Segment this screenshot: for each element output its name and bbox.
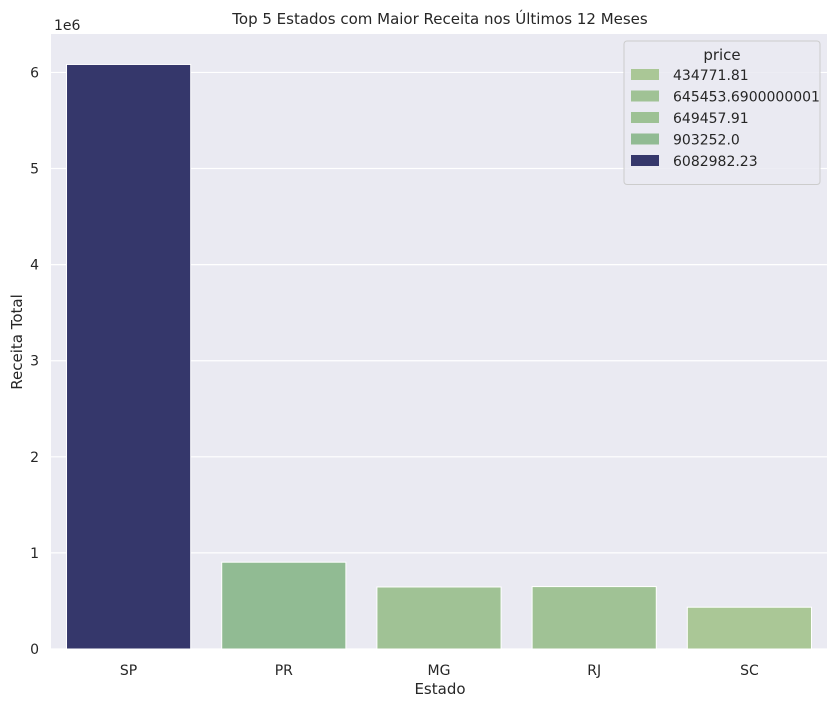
legend-swatch <box>631 133 659 145</box>
legend-entry-label: 6082982.23 <box>673 154 758 170</box>
bar-mg <box>376 586 502 650</box>
x-tick-label: SP <box>120 663 137 679</box>
legend-box <box>623 40 821 185</box>
y-tick-label: 4 <box>30 258 39 274</box>
legend: price 434771.81 645453.6900000001 649457.9… <box>623 40 821 185</box>
legend-entry-label: 649457.91 <box>673 111 749 127</box>
legend-title: price <box>703 46 740 64</box>
legend-entry-label: 903252.0 <box>673 133 740 149</box>
y-tick-label: 0 <box>30 642 39 658</box>
x-tick-label: SC <box>740 663 759 679</box>
y-tick-label: 1 <box>30 546 39 562</box>
legend-entry-label: 434771.81 <box>673 68 749 84</box>
y-tick-label: 3 <box>30 354 39 370</box>
legend-swatch <box>631 112 659 123</box>
y-tick-label: 6 <box>30 65 39 81</box>
y-tick-label: 2 <box>30 450 39 466</box>
y-offset-label: 1e6 <box>54 18 81 34</box>
y-axis-label: Receita Total <box>8 294 26 390</box>
chart-title: Top 5 Estados com Maior Receita nos Últi… <box>231 9 648 28</box>
x-tick-label: PR <box>275 663 293 679</box>
bar-sp <box>66 63 192 650</box>
legend-swatch <box>631 69 659 80</box>
bar-rj <box>531 586 657 650</box>
x-tick-label: RJ <box>587 663 601 679</box>
bars <box>66 63 812 650</box>
x-axis-label: Estado <box>414 680 465 698</box>
x-tick-label: MG <box>428 663 451 679</box>
legend-swatch <box>631 90 659 102</box>
x-tick-labels: SP PR MG RJ SC <box>120 663 759 679</box>
y-tick-labels: 0 1 2 3 4 5 6 <box>30 65 39 658</box>
legend-swatch <box>631 155 659 166</box>
bar-pr <box>221 561 347 650</box>
y-tick-label: 5 <box>30 162 39 178</box>
legend-entry-label: 645453.6900000001 <box>673 90 820 106</box>
bar-sc <box>686 606 812 650</box>
